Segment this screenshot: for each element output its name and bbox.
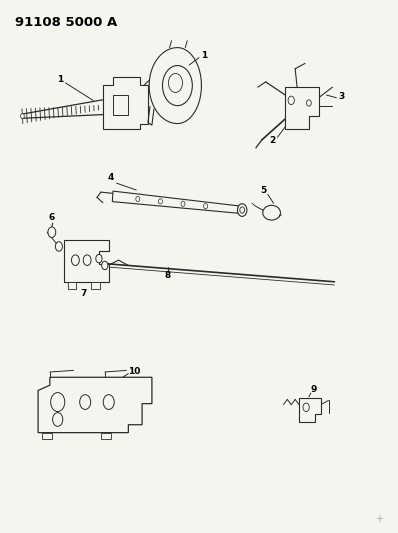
Bar [91,282,100,289]
Circle shape [162,66,192,106]
Circle shape [240,207,244,213]
Circle shape [204,204,207,209]
Polygon shape [299,398,321,422]
Text: 5: 5 [260,185,266,195]
Circle shape [80,394,91,409]
Polygon shape [149,47,201,124]
Circle shape [55,241,62,251]
Text: 8: 8 [164,271,171,280]
Text: 4: 4 [107,173,114,182]
Circle shape [303,403,309,411]
Polygon shape [112,191,238,213]
Circle shape [136,196,140,201]
Circle shape [83,255,91,265]
Text: 6: 6 [49,214,55,222]
Circle shape [238,204,247,216]
Circle shape [101,261,108,270]
Polygon shape [38,377,152,433]
Text: 3: 3 [338,92,345,101]
Polygon shape [64,240,109,282]
Polygon shape [285,87,319,130]
Bar [68,282,76,289]
Text: 2: 2 [269,136,275,146]
Bar [113,94,129,115]
Circle shape [21,114,24,119]
Circle shape [168,74,183,92]
Circle shape [103,394,114,409]
Bar [42,433,52,439]
Text: 91108 5000 A: 91108 5000 A [15,16,117,29]
Text: +: + [375,514,383,524]
Circle shape [53,413,63,426]
Text: 1: 1 [57,75,63,84]
Circle shape [288,96,295,104]
Text: 7: 7 [80,289,86,298]
Bar [101,433,111,439]
Circle shape [48,227,56,238]
Ellipse shape [263,205,281,220]
Circle shape [158,199,162,204]
Circle shape [96,254,102,263]
Circle shape [51,393,65,411]
Circle shape [306,100,311,106]
Circle shape [181,201,185,206]
Circle shape [72,255,79,265]
Text: 10: 10 [128,367,140,376]
Text: 9: 9 [311,385,317,394]
Polygon shape [103,77,148,130]
Text: 1: 1 [201,51,207,60]
